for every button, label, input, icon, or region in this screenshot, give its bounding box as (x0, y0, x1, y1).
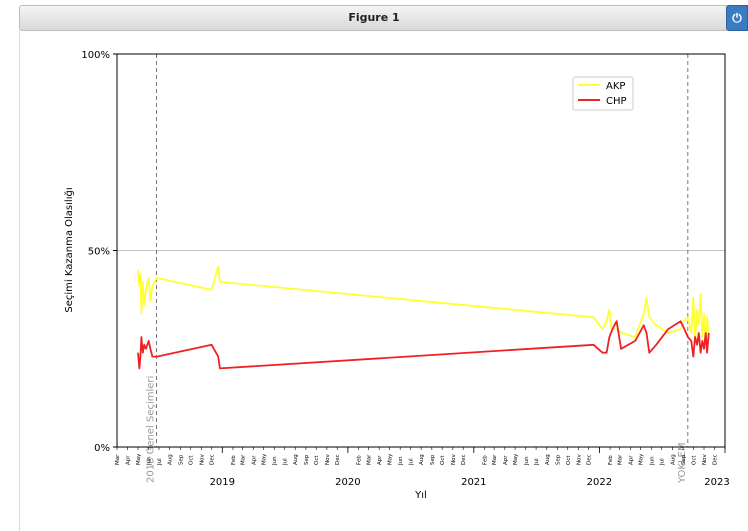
event-label: 2018 Genel Seçimleri (146, 376, 157, 483)
x-month-label: Apr (377, 455, 383, 465)
series-line-chp (137, 320, 710, 370)
x-month-label: Aug (670, 454, 676, 465)
x-month-label: Mar (241, 454, 247, 465)
x-year-label: 2023 (704, 477, 729, 488)
series-line-akp (137, 265, 710, 350)
x-month-label: Dec (587, 454, 593, 465)
x-month-label: Oct (566, 455, 572, 465)
legend-akp-label: AKP (606, 81, 625, 92)
x-month-label: Mar (115, 454, 121, 465)
x-month-label: Sep (681, 454, 687, 465)
x-month-label: May (513, 453, 519, 465)
x-month-label: Jun (272, 456, 278, 466)
x-month-label: May (262, 453, 268, 465)
x-month-label: Dec (210, 454, 216, 465)
event-label: YOKLEM (677, 442, 688, 484)
x-month-label: Nov (702, 454, 708, 465)
x-month-label: Aug (168, 454, 174, 465)
x-year-label: 2020 (335, 477, 360, 488)
x-month-label: Sep (430, 454, 436, 465)
x-month-label: Oct (314, 455, 320, 465)
x-month-label: Nov (576, 454, 582, 465)
y-tick-label: 0% (94, 443, 110, 454)
x-month-label: Aug (293, 454, 299, 465)
x-month-label: Apr (503, 455, 509, 465)
x-month-label: Mar (492, 454, 498, 465)
x-year-label: 2021 (461, 477, 486, 488)
figure-title: Figure 1 (348, 11, 400, 24)
x-axis-label: Yıl (414, 490, 427, 501)
x-month-label: Feb (482, 455, 488, 465)
x-month-label: Oct (691, 455, 697, 465)
x-month-label: Mar (618, 454, 624, 465)
x-month-label: May (136, 453, 142, 465)
x-month-label: Sep (304, 454, 310, 465)
x-month-label: Apr (251, 455, 257, 465)
x-month-label: Dec (712, 454, 718, 465)
x-month-label: Jul (660, 458, 666, 466)
x-month-label: Jun (524, 456, 530, 466)
x-month-label: Jul (534, 458, 540, 466)
legend: AKP CHP (572, 76, 634, 111)
x-month-label: Oct (189, 455, 195, 465)
x-month-label: May (639, 453, 645, 465)
x-month-label: Feb (231, 455, 237, 465)
y-axis-label: Seçimi Kazanma Olasılığı (63, 187, 75, 312)
x-month-label: Aug (419, 454, 425, 465)
x-month-label: Apr (628, 455, 634, 465)
x-month-label: Dec (461, 454, 467, 465)
x-month-label: Apr (126, 455, 132, 465)
x-month-label: Sep (178, 454, 184, 465)
x-month-label: Nov (199, 454, 205, 465)
x-month-label: Dec (335, 454, 341, 465)
x-month-label: Jun (147, 456, 153, 466)
x-year-label: 2022 (587, 477, 612, 488)
power-icon[interactable]: ⏻ (726, 5, 748, 31)
legend-chp-label: CHP (606, 96, 627, 107)
y-tick-label: 50% (88, 247, 110, 258)
x-year-label: 2019 (210, 477, 235, 488)
y-tick-label: 100% (81, 50, 110, 61)
x-month-label: Oct (440, 455, 446, 465)
x-month-label: Mar (367, 454, 373, 465)
x-month-label: Jun (398, 456, 404, 466)
figure-titlebar: Figure 1 (19, 5, 729, 31)
x-month-label: Nov (325, 454, 331, 465)
x-month-label: Jul (283, 458, 289, 466)
panel-border (19, 31, 20, 531)
x-month-label: Jul (409, 458, 415, 466)
x-month-label: Jun (649, 456, 655, 466)
x-month-label: Nov (451, 454, 457, 465)
x-month-label: Feb (357, 455, 363, 465)
x-month-label: Jul (157, 458, 163, 466)
x-month-label: Feb (608, 455, 614, 465)
x-month-label: Aug (545, 454, 551, 465)
x-month-label: Sep (555, 454, 561, 465)
x-month-label: May (388, 453, 394, 465)
